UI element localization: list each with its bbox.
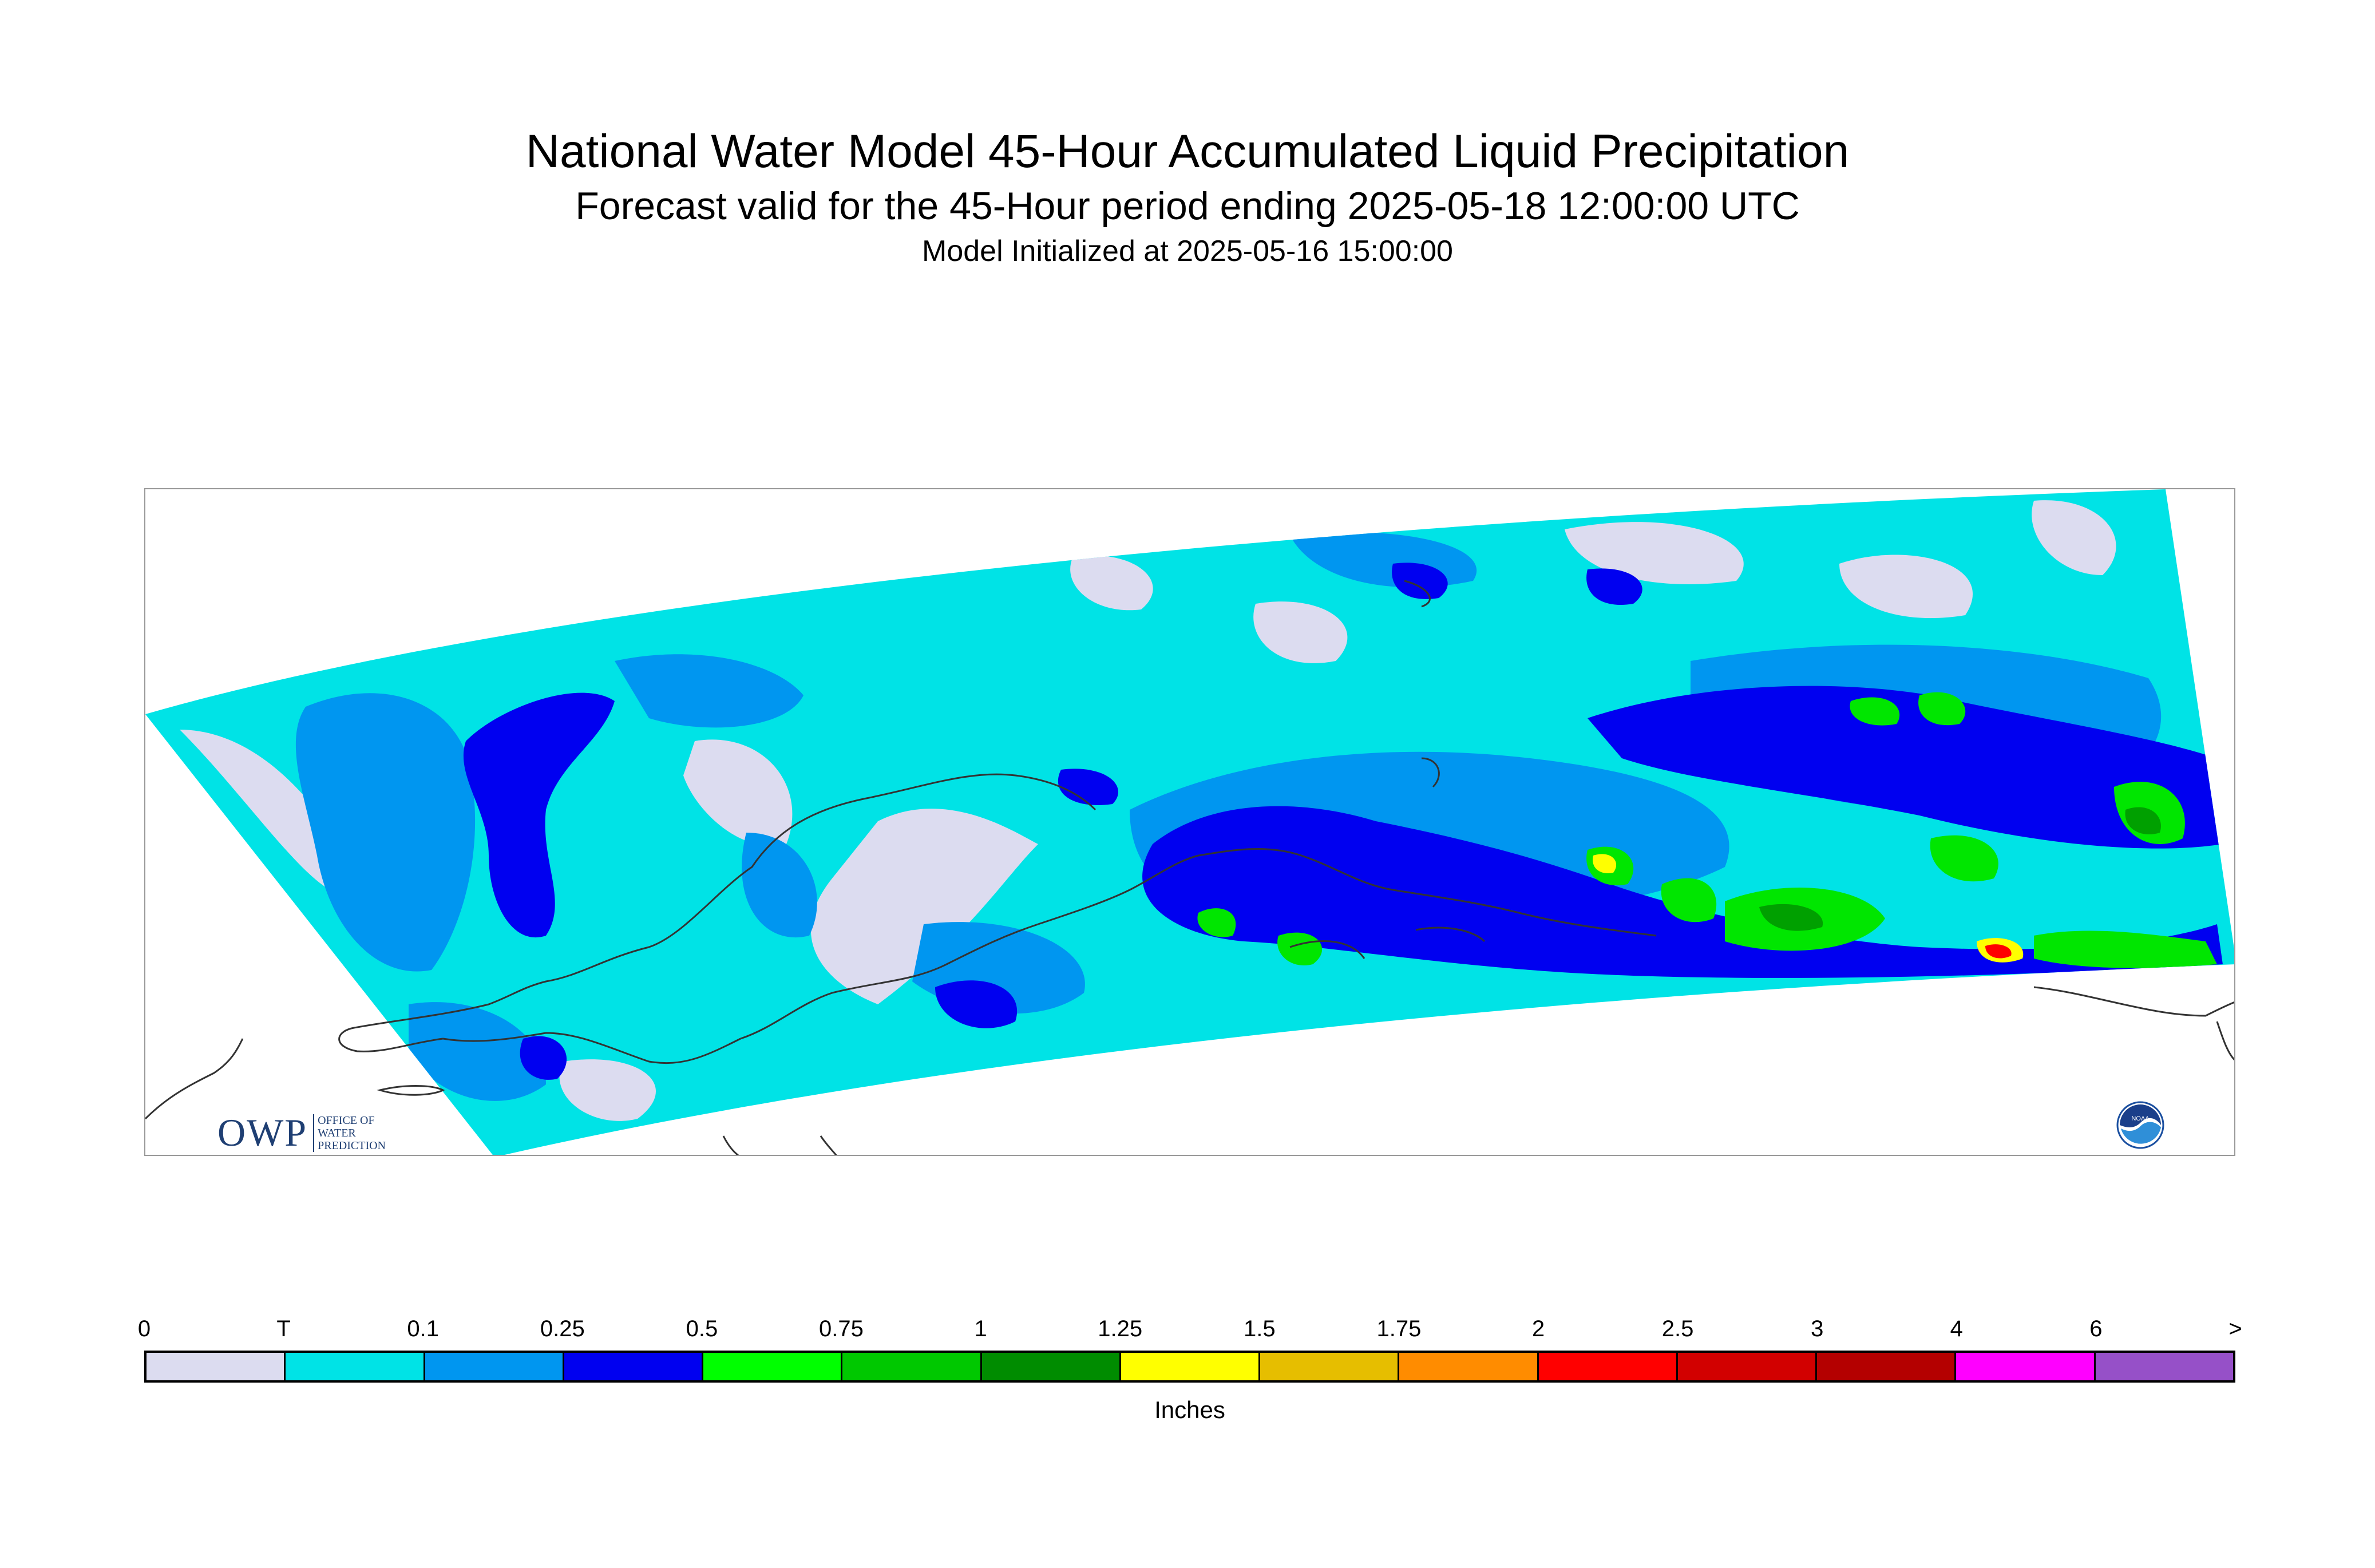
colorbar-tick-label: 0 bbox=[137, 1316, 151, 1341]
noaa-logo: NOAA bbox=[2116, 1101, 2164, 1149]
owp-logo-mark: OWP bbox=[217, 1111, 308, 1154]
map-title: National Water Model 45-Hour Accumulated… bbox=[525, 125, 1850, 177]
owp-logo-line: PREDICTION bbox=[318, 1139, 386, 1152]
colorbar-tick-label: 2.5 bbox=[1661, 1316, 1694, 1341]
zero-precip-areas bbox=[180, 500, 2116, 1121]
colorbar-tick-label: > bbox=[2228, 1316, 2242, 1341]
noaa-logo-text: NOAA bbox=[2131, 1115, 2150, 1122]
colorbar-tick-label: 1.5 bbox=[1243, 1316, 1276, 1341]
colorbar-swatch bbox=[2095, 1353, 2233, 1380]
precip-map bbox=[145, 489, 2234, 1155]
colorbar-swatch bbox=[1538, 1353, 1678, 1380]
colorbar-swatch bbox=[1260, 1353, 1400, 1380]
colorbar-tick-labels: 0 T 0.1 0.25 0.5 0.75 1 1.25 1.5 1.75 2 2.5 3 4 6 > bbox=[138, 1316, 2242, 1351]
colorbar-tick-label: 6 bbox=[2089, 1316, 2103, 1341]
heavy-precip-green bbox=[1197, 692, 2217, 968]
heavy-precip-darkgreen bbox=[1759, 807, 2161, 931]
colorbar-tick-label: 2 bbox=[1531, 1316, 1545, 1341]
colorbar-tick-label: 0.75 bbox=[819, 1316, 864, 1341]
owp-logo-line: WATER bbox=[318, 1126, 356, 1139]
map-panel bbox=[144, 488, 2235, 1156]
colorbar-swatch bbox=[286, 1353, 425, 1380]
colorbar-swatch bbox=[1817, 1353, 1957, 1380]
colorbar-swatch bbox=[981, 1353, 1121, 1380]
max-precip-red bbox=[1985, 944, 2012, 959]
colorbar-swatch bbox=[1121, 1353, 1261, 1380]
coastline bbox=[145, 580, 2234, 1155]
colorbar-tick-label: 1.75 bbox=[1376, 1316, 1422, 1341]
colorbar bbox=[144, 1351, 2235, 1383]
colorbar-swatch bbox=[842, 1353, 982, 1380]
colorbar-tick-label: 0.25 bbox=[540, 1316, 585, 1341]
map-subtitle: Forecast valid for the 45-Hour period en… bbox=[575, 184, 1800, 228]
owp-logo-line: OFFICE OF bbox=[318, 1114, 375, 1127]
colorbar-tick-label: 4 bbox=[1950, 1316, 1963, 1341]
colorbar-swatch bbox=[703, 1353, 843, 1380]
colorbar-legend: 0 T 0.1 0.25 0.5 0.75 1 1.25 1.5 1.75 2 2.5 3 4 6 > Inc… bbox=[138, 1316, 2242, 1424]
colorbar-units: Inches bbox=[1154, 1396, 1225, 1423]
colorbar-swatch bbox=[1399, 1353, 1539, 1380]
colorbar-swatch bbox=[564, 1353, 704, 1380]
colorbar-tick-label: 0.5 bbox=[686, 1316, 718, 1341]
colorbar-tick-label: 3 bbox=[1811, 1316, 1824, 1341]
colorbar-tick-label: 1.25 bbox=[1098, 1316, 1143, 1341]
colorbar-swatch bbox=[1677, 1353, 1818, 1380]
moderate-precip-areas bbox=[463, 563, 2223, 1080]
colorbar-tick-label: T bbox=[276, 1316, 291, 1341]
colorbar-swatch bbox=[147, 1353, 286, 1380]
colorbar-swatch bbox=[1956, 1353, 2096, 1380]
model-init-line: Model Initialized at 2025-05-16 15:00:00 bbox=[922, 235, 1453, 268]
colorbar-tick-label: 0.1 bbox=[407, 1316, 439, 1341]
owp-logo: OWP OFFICE OF WATER PREDICTION bbox=[217, 1110, 386, 1155]
owp-logo-text: OFFICE OF WATER PREDICTION bbox=[313, 1114, 386, 1152]
colorbar-tick-label: 1 bbox=[974, 1316, 987, 1341]
title-block: National Water Model 45-Hour Accumulated… bbox=[0, 123, 2375, 271]
colorbar-swatch bbox=[425, 1353, 564, 1380]
